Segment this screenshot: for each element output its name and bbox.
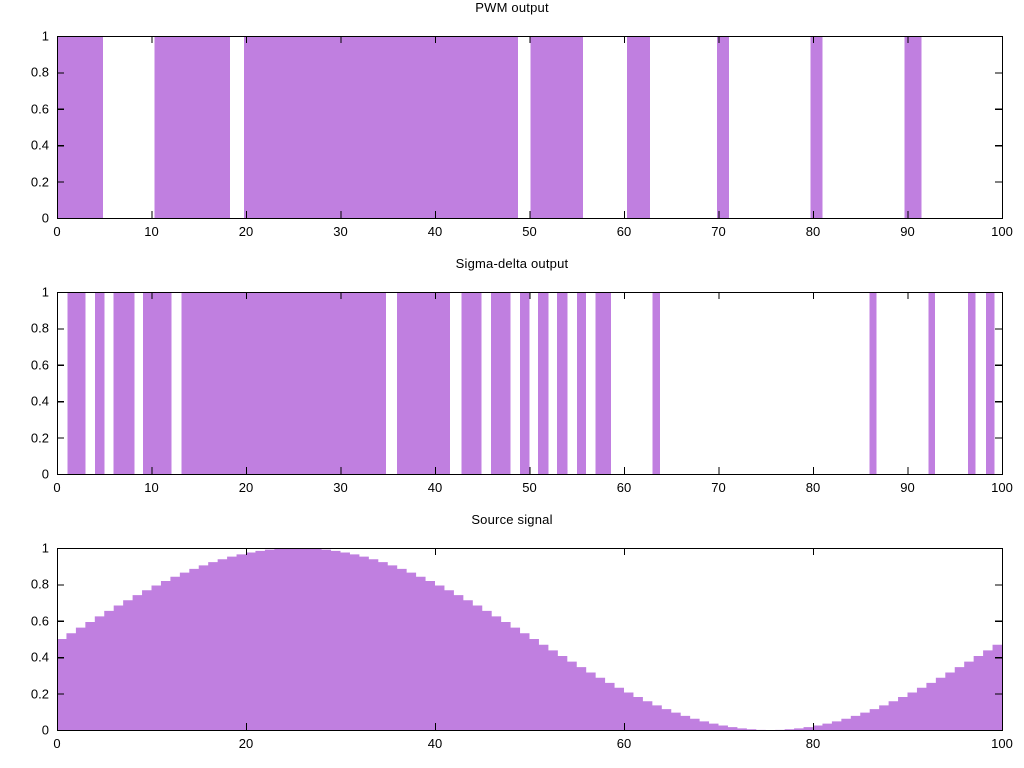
x-tick-label-sigma-delta-output: 30 (333, 480, 348, 495)
panel-sigma-delta-output: Sigma-delta output 0 0.2 0.4 0.6 0.8 1 0 10 20 30… (0, 256, 1024, 512)
y-tick-label-pwm-output: 0 (41, 210, 49, 226)
y-tick-label-sigma-delta-output: 0.2 (30, 430, 49, 446)
chart-canvas-source-signal (57, 548, 1003, 731)
y-tick-label-pwm-output: 0.8 (30, 64, 49, 80)
y-tick-label-pwm-output: 0.6 (30, 101, 49, 117)
y-tick-label-sigma-delta-output: 0.4 (30, 393, 49, 409)
x-tick-label-pwm-output: 90 (900, 224, 915, 239)
y-tick-label-source-signal: 0.4 (30, 649, 49, 665)
panel-title-source-signal: Source signal (471, 512, 553, 527)
x-tick-label-source-signal: 80 (805, 736, 821, 751)
plot-area-sigma-delta-output (57, 292, 1003, 475)
x-tick-label-source-signal: 40 (427, 736, 443, 751)
chart-canvas-pwm-output (57, 36, 1003, 219)
panel-title-sigma-delta-output: Sigma-delta output (455, 256, 569, 271)
y-tick-label-source-signal: 0.8 (30, 576, 49, 592)
x-tick-label-pwm-output: 10 (144, 224, 159, 239)
axis-ticks-pwm-output (57, 36, 1003, 219)
y-tick-label-pwm-output: 0.4 (30, 137, 49, 153)
panel-pwm-output: PWM output 0 0.2 0.4 0.6 0.8 1 0 10 20 30 40 50 60 70… (0, 0, 1024, 256)
axis-frame-source-signal (57, 548, 1003, 731)
y-tick-label-sigma-delta-output: 0.8 (30, 320, 49, 336)
plot-area-pwm-output (57, 36, 1003, 219)
panel-source-signal: Source signal 0 0.2 0.4 0.6 0.8 1 0 20 40 60 80 100 (0, 512, 1024, 768)
series-source-signal (57, 548, 1002, 730)
panel-title-pwm-output: PWM output (475, 0, 549, 15)
x-tick-label-pwm-output: 30 (333, 224, 348, 239)
x-tick-label-sigma-delta-output: 0 (53, 480, 61, 495)
y-tick-label-pwm-output: 0.2 (30, 174, 49, 190)
y-tick-label-sigma-delta-output: 0.6 (30, 357, 49, 373)
y-tick-label-source-signal: 1 (41, 540, 49, 556)
chart-canvas-sigma-delta-output (57, 292, 1003, 475)
x-tick-label-sigma-delta-output: 100 (991, 480, 1013, 495)
x-tick-label-sigma-delta-output: 80 (805, 480, 821, 495)
x-tick-label-source-signal: 100 (991, 736, 1013, 751)
x-tick-label-pwm-output: 50 (522, 224, 537, 239)
x-tick-label-sigma-delta-output: 40 (427, 480, 443, 495)
y-tick-label-pwm-output: 1 (41, 28, 49, 44)
axis-ticks-sigma-delta-output (57, 292, 1003, 475)
x-tick-label-source-signal: 20 (238, 736, 254, 751)
x-tick-label-pwm-output: 20 (238, 224, 254, 239)
y-tick-label-sigma-delta-output: 0 (41, 466, 49, 482)
plot-area-source-signal (57, 548, 1003, 731)
x-tick-label-sigma-delta-output: 20 (238, 480, 254, 495)
series-sigma-delta-output (67, 292, 995, 474)
y-tick-label-source-signal: 0.6 (30, 613, 49, 629)
x-tick-label-pwm-output: 60 (616, 224, 632, 239)
axis-ticks-source-signal (57, 548, 1003, 731)
x-tick-label-sigma-delta-output: 10 (144, 480, 159, 495)
x-tick-label-pwm-output: 80 (805, 224, 821, 239)
x-tick-label-sigma-delta-output: 50 (522, 480, 537, 495)
y-tick-label-sigma-delta-output: 1 (41, 284, 49, 300)
x-tick-label-source-signal: 0 (53, 736, 61, 751)
series-pwm-output (57, 36, 922, 218)
x-tick-label-pwm-output: 40 (427, 224, 443, 239)
x-tick-label-sigma-delta-output: 70 (711, 480, 726, 495)
x-tick-label-source-signal: 60 (616, 736, 632, 751)
x-tick-label-pwm-output: 100 (991, 224, 1013, 239)
x-tick-label-sigma-delta-output: 60 (616, 480, 632, 495)
x-tick-label-pwm-output: 0 (53, 224, 61, 239)
x-tick-label-sigma-delta-output: 90 (900, 480, 915, 495)
y-tick-label-source-signal: 0 (41, 722, 49, 738)
y-tick-label-source-signal: 0.2 (30, 686, 49, 702)
x-tick-label-pwm-output: 70 (711, 224, 726, 239)
